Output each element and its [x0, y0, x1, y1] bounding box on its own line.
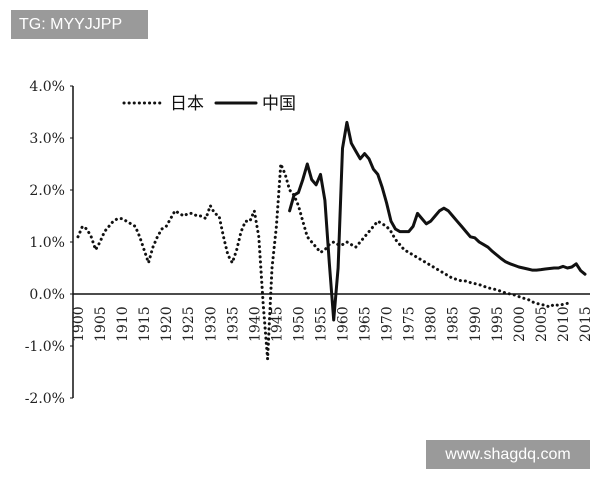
chart-axes — [72, 86, 590, 398]
x-tick-label: 1970 — [380, 306, 396, 342]
x-tick-label: 2015 — [578, 306, 594, 342]
chart-legend: 日本 中国 — [122, 94, 296, 114]
x-tick-label: 1925 — [181, 306, 197, 342]
x-tick-label: 1985 — [446, 306, 462, 342]
x-tick-label: 1975 — [402, 306, 418, 342]
x-tick-label: 1945 — [269, 306, 285, 342]
x-tick-label: 1995 — [490, 306, 506, 342]
y-tick-label: 2.0% — [29, 183, 65, 199]
x-tick-label: 1905 — [93, 306, 109, 342]
x-axis-ticks: 1900 1905 1910 1915 1920 1925 1930 1935 1940 1945… — [71, 306, 594, 342]
legend-label: 日本 — [170, 94, 204, 114]
x-tick-label: 1955 — [313, 306, 329, 342]
x-tick-label: 1930 — [203, 306, 219, 342]
y-tick-label: 0.0% — [29, 287, 65, 303]
watermark-top-left: TG: MYYJJPP — [11, 10, 148, 39]
y-tick-label: 1.0% — [29, 235, 65, 251]
y-tick-label: 3.0% — [29, 131, 65, 147]
x-tick-label: 1980 — [424, 306, 440, 342]
x-tick-label: 1990 — [468, 306, 484, 342]
x-tick-label: 2005 — [534, 306, 550, 342]
series-line-china — [288, 120, 587, 322]
x-tick-label: 1935 — [225, 306, 241, 342]
x-tick-label: 1915 — [137, 306, 153, 342]
x-tick-label: 1900 — [71, 306, 87, 342]
series-line-japan — [76, 162, 574, 361]
x-tick-label: 1910 — [115, 306, 131, 342]
x-tick-label: 1950 — [291, 306, 307, 342]
legend-label: 中国 — [262, 94, 296, 114]
x-tick-label: 2000 — [512, 306, 528, 342]
y-tick-label: -1.0% — [25, 339, 65, 355]
x-tick-label: 1920 — [159, 306, 175, 342]
y-tick-label: -2.0% — [25, 391, 65, 407]
x-tick-label: 2010 — [556, 306, 572, 342]
x-tick-label: 1965 — [358, 306, 374, 342]
x-tick-label: 1960 — [336, 306, 352, 342]
y-tick-label: 4.0% — [29, 79, 65, 95]
watermark-bottom-right: www.shagdq.com — [426, 440, 590, 469]
chart-series — [76, 120, 587, 361]
y-axis-ticks: 4.0% 3.0% 2.0% 1.0% 0.0% -1.0% -2.0% — [25, 79, 73, 407]
x-tick-label: 1940 — [247, 306, 263, 342]
